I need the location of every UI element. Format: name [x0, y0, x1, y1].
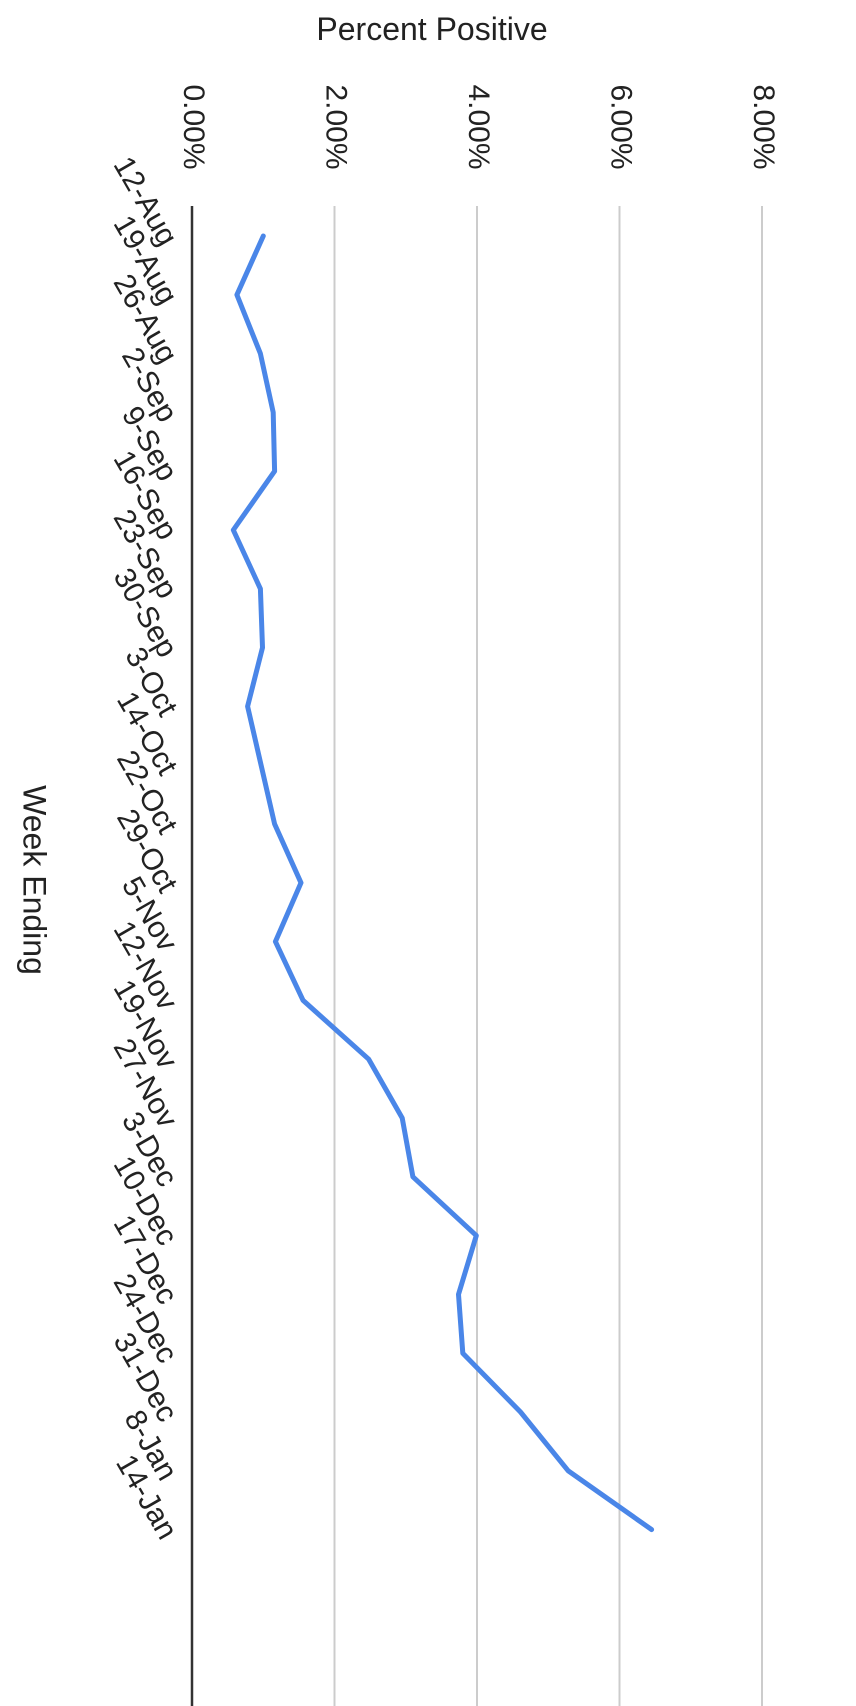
- y-axis-title: Percent Positive: [316, 11, 547, 47]
- y-tick-label: 8.00%: [747, 84, 780, 169]
- gridlines: [333, 206, 763, 1706]
- x-axis-categories: 12-Aug19-Aug26-Aug2-Sep9-Sep16-Sep23-Sep…: [107, 151, 184, 1545]
- y-axis-ticks: 0.00% 2.00% 4.00% 6.00% 8.00%: [177, 84, 780, 169]
- y-tick-label: 2.00%: [320, 84, 353, 169]
- y-tick-label: 0.00%: [177, 84, 210, 169]
- x-axis-title: Week Ending: [17, 785, 53, 975]
- y-tick-label: 6.00%: [605, 84, 638, 169]
- y-tick-label: 4.00%: [462, 84, 495, 169]
- series-line: [230, 233, 655, 1533]
